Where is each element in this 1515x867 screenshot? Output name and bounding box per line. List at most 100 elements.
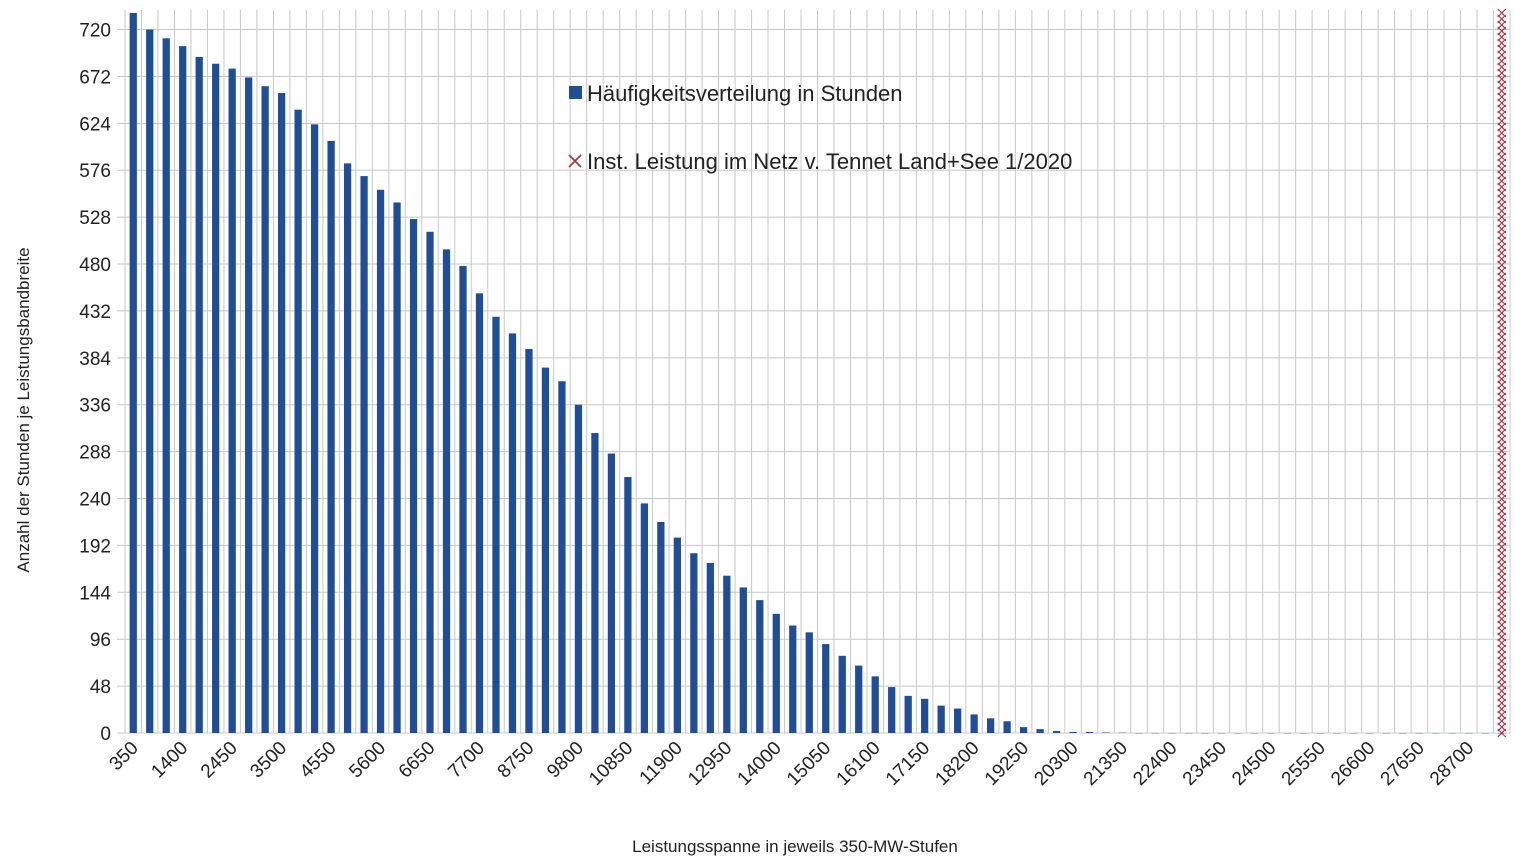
x-tick-label: 4550 — [296, 738, 341, 783]
bar — [377, 190, 384, 733]
bar — [492, 317, 499, 733]
x-tick-label: 3500 — [246, 738, 291, 783]
x-tick-label: 27650 — [1377, 738, 1429, 790]
x-tick-label: 25550 — [1278, 738, 1330, 790]
x-tick-label: 7700 — [444, 738, 489, 783]
bar — [921, 699, 928, 733]
x-tick-label: 21350 — [1080, 738, 1132, 790]
bar — [558, 381, 565, 733]
bar — [426, 232, 433, 733]
bar — [575, 405, 582, 733]
y-tick-label: 432 — [79, 302, 111, 323]
x-tick-label: 12950 — [684, 738, 736, 790]
y-tick-label: 480 — [79, 255, 111, 276]
bar — [674, 538, 681, 733]
y-tick-label: 288 — [79, 443, 111, 464]
x-tick-label: 17150 — [882, 738, 934, 790]
bar — [443, 249, 450, 733]
bar — [1086, 732, 1093, 733]
x-axis-title: Leistungsspanne in jeweils 350-MW-Stufen — [632, 837, 958, 856]
bar — [905, 696, 912, 733]
bar — [262, 86, 269, 733]
bar — [163, 38, 170, 733]
bar — [624, 477, 631, 733]
bar — [756, 600, 763, 733]
x-tick-label: 28700 — [1426, 738, 1478, 790]
x-tick-label: 9800 — [543, 738, 588, 783]
bar — [888, 687, 895, 733]
y-tick-label: 624 — [79, 114, 111, 135]
x-tick-label: 15050 — [783, 738, 835, 790]
bar — [872, 676, 879, 733]
bar — [1020, 727, 1027, 733]
bar — [789, 626, 796, 733]
legend-label: Inst. Leistung im Netz v. Tennet Land+Se… — [587, 149, 1072, 174]
bar — [360, 176, 367, 733]
bar — [476, 293, 483, 733]
bar — [1003, 721, 1010, 733]
bar — [327, 141, 334, 733]
y-tick-label: 576 — [79, 161, 111, 182]
bar — [229, 69, 236, 733]
bar — [591, 433, 598, 733]
x-tick-label: 24500 — [1228, 738, 1280, 790]
x-tick-label: 20300 — [1030, 738, 1082, 790]
bar — [1053, 731, 1060, 733]
y-tick-label: 48 — [90, 677, 111, 698]
bar — [690, 553, 697, 733]
bar — [542, 368, 549, 733]
bar — [839, 656, 846, 733]
x-tick-label: 16100 — [833, 738, 885, 790]
y-tick-label: 144 — [79, 583, 111, 604]
x-tick-label: 23450 — [1179, 738, 1231, 790]
y-tick-label: 720 — [79, 21, 111, 42]
x-tick-label: 26600 — [1327, 738, 1379, 790]
bar — [707, 563, 714, 733]
bar — [459, 266, 466, 733]
marker — [1498, 9, 1506, 17]
y-tick-label: 96 — [90, 630, 111, 651]
y-tick-label: 384 — [79, 349, 111, 370]
y-tick-label: 528 — [79, 208, 111, 229]
bar — [773, 614, 780, 733]
y-axis-title: Anzahl der Stunden je Leistungsbandbreit… — [14, 247, 33, 572]
x-tick-label: 5600 — [345, 738, 390, 783]
marker-column — [1498, 9, 1506, 737]
bar — [525, 349, 532, 733]
bar — [294, 110, 301, 733]
bar — [657, 522, 664, 733]
bar — [278, 93, 285, 733]
y-tick-label: 672 — [79, 67, 111, 88]
legend-label: Häufigkeitsverteilung in Stunden — [587, 81, 903, 106]
bar — [245, 77, 252, 733]
bar — [509, 333, 516, 733]
bar — [410, 219, 417, 733]
bar — [822, 644, 829, 733]
x-tick-label: 18200 — [931, 738, 983, 790]
x-tick-label: 1400 — [147, 738, 192, 783]
bar — [723, 576, 730, 733]
bar — [146, 30, 153, 733]
y-tick-label: 240 — [79, 490, 111, 511]
x-tick-label: 19250 — [981, 738, 1033, 790]
x-tick-label: 22400 — [1129, 738, 1181, 790]
x-tick-label: 10850 — [585, 738, 637, 790]
x-tick-label: 11900 — [636, 738, 687, 789]
bar — [1036, 729, 1043, 733]
bar — [855, 666, 862, 733]
x-tick-label: 2450 — [197, 738, 242, 783]
bar — [971, 714, 978, 733]
bar — [311, 124, 318, 733]
bar — [344, 163, 351, 733]
bar — [608, 454, 615, 733]
y-tick-label: 192 — [79, 536, 111, 557]
bar — [179, 46, 186, 733]
bar — [806, 632, 813, 733]
y-tick-label: 336 — [79, 396, 111, 417]
bar — [740, 587, 747, 733]
bar — [938, 706, 945, 733]
x-tick-label: 14000 — [734, 738, 786, 790]
bar — [196, 57, 203, 733]
x-tick-label: 350 — [106, 738, 143, 775]
